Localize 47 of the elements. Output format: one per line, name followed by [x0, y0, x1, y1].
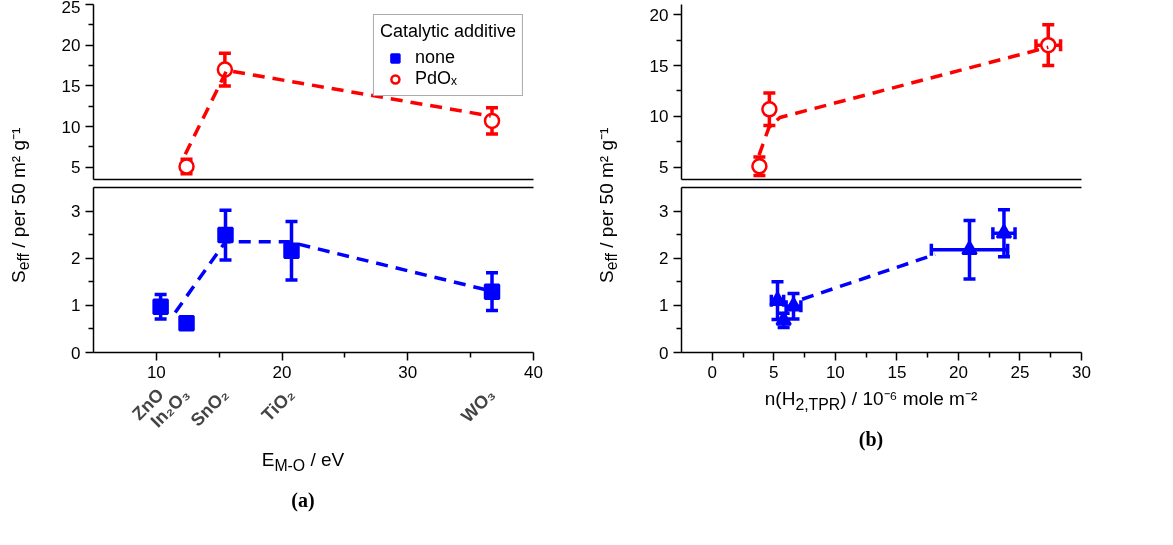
y-tick-label: 2	[71, 249, 81, 269]
x-tick-label: 40	[524, 362, 543, 382]
y-tick-label: 1	[659, 296, 669, 316]
y-tick-label: 1	[71, 296, 81, 316]
x-tick-label: 20	[272, 362, 292, 382]
y-tick-label: 15	[61, 76, 81, 96]
x-tick-label: 5	[769, 362, 779, 382]
y-tick-label: 5	[71, 158, 81, 178]
y-tick-label: 15	[649, 56, 669, 76]
x-tick-label: 30	[398, 362, 418, 382]
x-axis-title: n(H$_{2,TPR}$) / 10⁻⁶ mole m⁻²	[764, 387, 978, 415]
x-tick-label: 0	[707, 362, 718, 382]
y-tick-label: 5	[659, 158, 669, 178]
y-tick-label: 20	[649, 5, 669, 25]
point	[483, 112, 501, 130]
x-tick-label: 15	[887, 362, 907, 382]
y-tick-label: 10	[61, 117, 81, 137]
text: (b)	[858, 427, 884, 453]
point	[1040, 36, 1057, 54]
y-tick-label: 10	[649, 107, 669, 127]
point	[483, 283, 501, 300]
point	[217, 226, 234, 244]
x-axis-title: E$_{M-O}$ / eV	[261, 448, 345, 476]
point	[761, 101, 778, 118]
x-tick-label: 25	[1010, 362, 1030, 382]
y-tick-label: 3	[659, 202, 669, 222]
point	[178, 315, 195, 332]
x-tick-label: 20	[948, 362, 968, 382]
legend-label: none	[414, 47, 455, 68]
point	[283, 242, 300, 259]
y-tick-label: 2	[659, 249, 669, 269]
y-tick-label: 0	[659, 343, 669, 363]
y-tick-label: 20	[61, 36, 81, 56]
y-tick-label: 3	[71, 202, 81, 222]
y-tick-label: 0	[71, 343, 81, 363]
legend-label: PdOₓ	[414, 68, 457, 89]
legend-title: Catalytic additive	[379, 21, 516, 42]
y-tick-label: 25	[61, 0, 81, 17]
point	[995, 223, 1013, 239]
text: (a)	[291, 488, 315, 513]
text: WO₃	[457, 384, 500, 427]
point	[961, 240, 978, 256]
text: TiO₂	[257, 384, 299, 426]
x-tick-label: 10	[825, 362, 845, 382]
point	[152, 298, 169, 316]
x-tick-label: 10	[146, 362, 166, 382]
x-tick-label: 30	[1072, 362, 1091, 382]
